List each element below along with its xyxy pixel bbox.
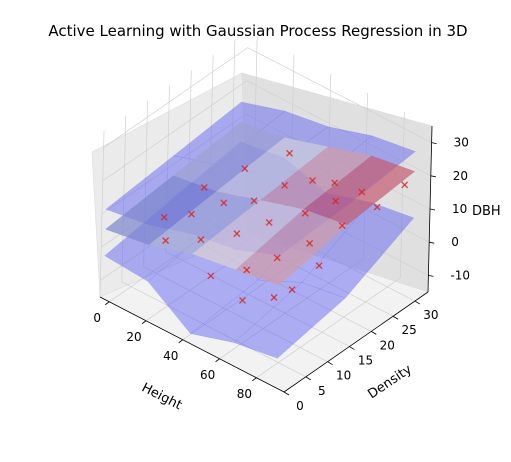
data-point <box>162 237 170 245</box>
y-tick-mark <box>327 361 333 366</box>
grid-line-z <box>102 80 431 182</box>
data-point <box>301 209 309 217</box>
data-point <box>332 197 340 205</box>
y-tick-label: 5 <box>318 384 326 398</box>
data-point <box>265 219 273 227</box>
z-tick-mark <box>431 142 437 144</box>
data-point <box>187 210 195 218</box>
y-tick-label: 0 <box>296 399 304 413</box>
data-point <box>160 213 168 221</box>
data-point <box>331 179 339 187</box>
x-tick-label: 80 <box>237 387 252 401</box>
data-point <box>401 181 409 189</box>
x-tick-mark <box>215 358 220 363</box>
data-point <box>281 181 289 189</box>
data-point <box>273 254 281 262</box>
y-tick-mark <box>371 331 377 335</box>
z-tick-mark <box>429 208 436 211</box>
data-point <box>243 266 251 274</box>
z-tick-label: 10 <box>452 202 467 216</box>
z-tick-label: 20 <box>453 169 468 183</box>
data-point <box>358 188 366 196</box>
data-point <box>250 197 258 205</box>
y-axis-label: Density <box>365 362 415 402</box>
z-tick-label: -10 <box>450 268 470 282</box>
data-point <box>315 262 323 270</box>
data-point <box>270 294 278 302</box>
surface-patch <box>301 201 415 299</box>
surface-patch <box>189 279 303 343</box>
z-tick-mark <box>428 275 434 277</box>
x-tick-label: 40 <box>163 349 178 363</box>
data-point <box>309 177 317 185</box>
data-point <box>286 149 294 157</box>
y-tick-mark <box>283 391 290 396</box>
grid-line-x <box>219 92 368 360</box>
z-tick-mark <box>429 241 435 244</box>
y-tick-mark <box>392 315 399 320</box>
data-point <box>233 230 241 238</box>
data-point <box>288 286 296 294</box>
chart-title: Active Learning with Gaussian Process Re… <box>48 22 467 40</box>
x-tick-mark <box>178 339 184 344</box>
y-tick-mark <box>349 346 355 350</box>
data-point <box>220 199 228 207</box>
y-axis-line <box>283 291 429 393</box>
data-point <box>241 165 249 173</box>
x-axis-line <box>99 296 285 393</box>
y-tick-label: 15 <box>358 354 373 368</box>
grid-line-y <box>143 100 328 363</box>
grid-line-y <box>165 85 350 347</box>
surface-patch <box>235 209 348 286</box>
x-tick-label: 60 <box>200 368 215 382</box>
data-point <box>200 184 208 192</box>
z-tick-label: 0 <box>451 235 459 249</box>
data-points <box>160 149 409 304</box>
x-tick-mark <box>141 320 147 325</box>
x-tick-label: 20 <box>126 330 141 344</box>
grid-line-z <box>103 47 432 148</box>
y-tick-label: 25 <box>401 323 416 337</box>
data-point <box>338 222 346 230</box>
y-tick-label: 30 <box>423 308 438 322</box>
data-point <box>197 236 205 244</box>
x-tick-mark <box>252 377 257 382</box>
z-tick-mark <box>430 175 436 178</box>
data-point <box>238 296 246 304</box>
z-tick-label: 30 <box>454 136 469 150</box>
x-axis-label: Height <box>139 380 184 413</box>
x-tick-mark <box>104 301 110 306</box>
z-axis-label: DBH <box>472 204 501 219</box>
y-tick-mark <box>414 300 421 305</box>
y-tick-label: 10 <box>336 369 351 383</box>
surface-patch <box>233 282 346 359</box>
y-tick-label: 20 <box>380 338 395 352</box>
grid-line-y <box>121 115 306 378</box>
data-point <box>373 203 381 211</box>
x-tick-label: 0 <box>93 311 101 325</box>
y-tick-mark <box>305 376 312 381</box>
data-point <box>306 239 314 247</box>
data-point <box>207 272 215 280</box>
